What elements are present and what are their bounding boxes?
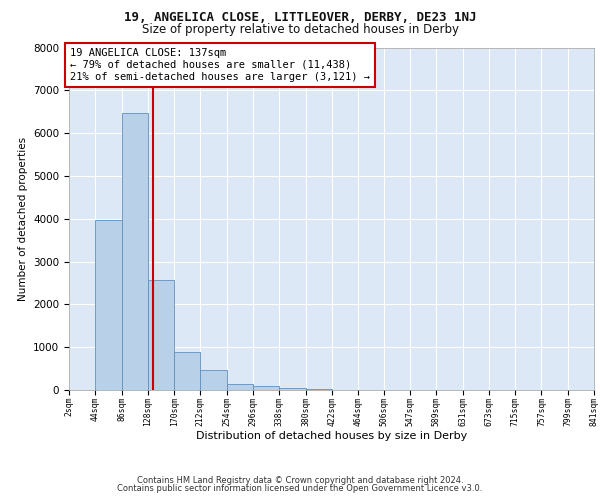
Bar: [174, 352, 200, 390]
Text: 19, ANGELICA CLOSE, LITTLEOVER, DERBY, DE23 1NJ: 19, ANGELICA CLOSE, LITTLEOVER, DERBY, D…: [124, 11, 476, 24]
X-axis label: Distribution of detached houses by size in Derby: Distribution of detached houses by size …: [196, 431, 467, 441]
Y-axis label: Number of detached properties: Number of detached properties: [17, 136, 28, 301]
Text: 19 ANGELICA CLOSE: 137sqm
← 79% of detached houses are smaller (11,438)
21% of s: 19 ANGELICA CLOSE: 137sqm ← 79% of detac…: [70, 48, 370, 82]
Text: Size of property relative to detached houses in Derby: Size of property relative to detached ho…: [142, 22, 458, 36]
Bar: [279, 388, 305, 390]
Bar: [227, 384, 253, 390]
Text: Contains public sector information licensed under the Open Government Licence v3: Contains public sector information licen…: [118, 484, 482, 493]
Bar: [253, 386, 279, 390]
Bar: [122, 112, 148, 390]
Bar: [95, 220, 122, 390]
Bar: [200, 370, 227, 390]
Text: Contains HM Land Registry data © Crown copyright and database right 2024.: Contains HM Land Registry data © Crown c…: [137, 476, 463, 485]
Bar: [148, 280, 174, 390]
